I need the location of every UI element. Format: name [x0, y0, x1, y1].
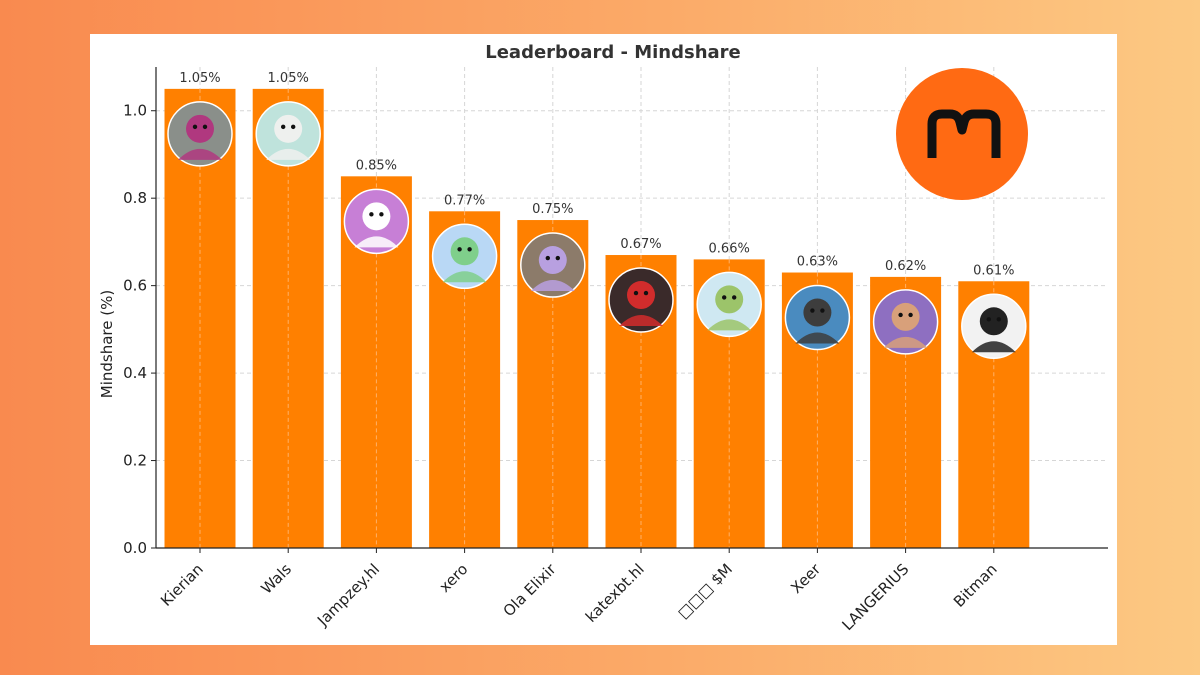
girl-avatar-icon — [608, 267, 674, 333]
avatar-eye — [810, 308, 815, 313]
chart-card: Leaderboard - Mindshare Mindshare (%) 1.… — [90, 34, 1117, 645]
avatar-head — [362, 202, 391, 231]
avatar-eye — [545, 255, 550, 261]
dinosaur-avatar-icon — [696, 271, 762, 338]
punk-avatar-icon — [167, 101, 233, 167]
y-axis-label: Mindshare (%) — [98, 290, 116, 398]
avatar-body — [883, 336, 928, 348]
x-tick-label: katexbt.hl — [582, 560, 648, 626]
penguin-elf-avatar-icon — [343, 188, 410, 255]
avatar-eye — [722, 295, 727, 300]
avatar-head — [803, 298, 832, 327]
avatar-eye — [369, 212, 374, 217]
avatar-head — [715, 285, 744, 314]
avatar-eye — [467, 247, 472, 252]
x-tick-label: xero — [436, 560, 472, 596]
value-label: 0.62% — [885, 259, 926, 274]
avatar-body — [266, 148, 311, 160]
x-tick-label: LANGERIUS — [838, 560, 912, 634]
value-label: 0.66% — [709, 241, 750, 256]
avatar-body — [442, 271, 487, 283]
avatar-head — [186, 114, 214, 143]
value-label: 0.77% — [444, 193, 485, 208]
avatar-eye — [996, 317, 1001, 322]
avatar-eye — [633, 290, 639, 296]
y-tick-label: 0.0 — [123, 539, 147, 557]
avatar-eye — [457, 247, 462, 252]
x-tick-label: Ola Elixir — [500, 560, 561, 621]
pixel-hat-avatar-icon — [784, 284, 851, 351]
avatar-eye — [202, 124, 208, 130]
avatar-eye — [555, 255, 560, 261]
avatar-head — [538, 246, 567, 275]
avatar-head — [891, 302, 920, 331]
avatar-eye — [820, 308, 825, 313]
x-tick-label: Jampzey.hl — [313, 560, 383, 630]
y-tick-label: 0.8 — [123, 189, 147, 207]
logo — [896, 68, 1028, 200]
avatar-body — [795, 332, 840, 344]
avatar-body — [971, 341, 1016, 353]
x-tick-label: Bitman — [950, 560, 1001, 611]
penguin-avatar-icon — [520, 232, 586, 298]
avatar-body — [178, 148, 222, 160]
bar-chart: Leaderboard - Mindshare Mindshare (%) 1.… — [98, 42, 1108, 634]
value-label: 0.67% — [620, 237, 661, 252]
value-label: 0.75% — [532, 202, 573, 217]
value-label: 1.05% — [179, 71, 220, 86]
chart-title: Leaderboard - Mindshare — [485, 42, 741, 63]
penguin-hat-avatar-icon — [431, 223, 498, 290]
avatar-body — [619, 315, 663, 327]
y-tick-label: 0.2 — [123, 452, 147, 470]
y-tick-label: 0.4 — [123, 364, 147, 382]
avatar-eye — [291, 124, 296, 130]
avatar-eye — [192, 124, 198, 130]
y-tick-label: 1.0 — [123, 102, 147, 120]
avatar-eye — [281, 124, 286, 130]
avatar-eye — [732, 295, 737, 300]
pixel-cigar-avatar-icon — [872, 289, 939, 355]
x-tick-label: □□□ $M — [674, 560, 736, 622]
x-tick-label: Kierian — [157, 560, 207, 610]
avatar-eye — [379, 212, 384, 217]
avatar-body — [354, 236, 399, 248]
avatar-body — [707, 319, 752, 331]
avatar-body — [530, 280, 575, 292]
bear-sunglasses-avatar-icon — [255, 101, 321, 167]
y-tick-label: 0.6 — [123, 277, 147, 295]
value-label: 0.61% — [973, 263, 1014, 278]
avatar-eye — [898, 312, 903, 318]
avatar-head — [627, 281, 655, 310]
anime-sketch-avatar-icon — [961, 293, 1027, 360]
value-label: 0.63% — [797, 255, 838, 270]
logo-glyph — [927, 109, 1001, 158]
avatar-eye — [908, 312, 913, 318]
bars: 1.05% 1.05% 0.85% 0.77% 0.75% 0.67% 0.66% 0.63%… — [164, 71, 1030, 549]
value-label: 1.05% — [268, 71, 309, 86]
avatar-head — [274, 114, 303, 143]
x-tick-label: Xeer — [787, 560, 825, 598]
avatar-head — [979, 307, 1008, 336]
mindshare-m-logo-icon — [896, 68, 1028, 200]
x-tick-label: Wals — [258, 560, 296, 598]
avatar-head — [450, 237, 479, 266]
avatar-eye — [986, 317, 991, 322]
avatar-eye — [643, 290, 649, 296]
value-label: 0.85% — [356, 158, 397, 173]
